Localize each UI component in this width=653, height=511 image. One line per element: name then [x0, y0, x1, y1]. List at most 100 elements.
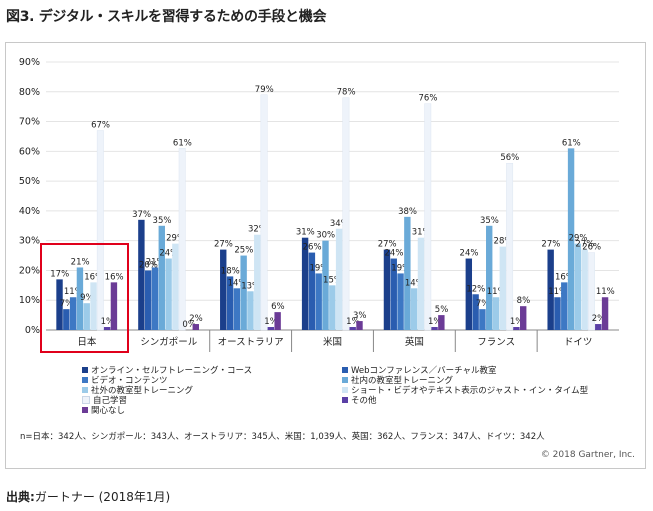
bar	[431, 327, 438, 330]
legend-label: ビデオ・コンテンツ	[91, 376, 168, 386]
y-tick-label: 50%	[19, 176, 40, 187]
data-label: 17%	[50, 269, 69, 279]
bar	[520, 306, 527, 330]
legend-item: オンライン・セルフトレーニング・コース	[82, 364, 252, 376]
legend-item: 自己学習	[82, 394, 127, 406]
data-label: 18%	[221, 266, 240, 276]
data-label: 61%	[562, 138, 581, 148]
data-label: 0%	[182, 320, 196, 330]
bar	[301, 237, 309, 330]
y-tick-label: 60%	[19, 146, 40, 157]
data-label: 67%	[91, 120, 110, 130]
data-label: 35%	[153, 216, 172, 226]
data-label: 20%	[139, 260, 158, 270]
bar	[438, 315, 445, 330]
data-label: 1%	[428, 317, 442, 327]
legend-item: 社外の教室型トレーニング	[82, 384, 193, 396]
y-tick-label: 40%	[19, 206, 40, 217]
bar	[103, 327, 111, 330]
data-label: 11%	[64, 287, 83, 297]
data-label: 24%	[385, 249, 404, 259]
bar	[349, 327, 356, 330]
data-label: 14%	[405, 278, 424, 288]
data-label: 25%	[234, 246, 253, 256]
y-tick-label: 80%	[19, 87, 40, 98]
legend-label: オンライン・セルフトレーニング・コース	[91, 366, 253, 376]
bar	[110, 282, 118, 330]
bar	[595, 324, 602, 330]
legend-item: 社内の教室型トレーニング	[342, 374, 453, 386]
bar	[138, 219, 145, 330]
x-tick-label: ドイツ	[564, 337, 593, 348]
y-tick-label: 20%	[19, 265, 40, 276]
legend-swatch	[342, 397, 348, 403]
data-label: 27%	[575, 240, 594, 250]
data-label: 7%	[60, 299, 74, 309]
legend-item: 関心なし	[82, 404, 125, 416]
data-label: 32%	[248, 225, 267, 235]
bar	[486, 225, 493, 330]
data-label: 8%	[517, 296, 531, 306]
legend-label: 関心なし	[91, 406, 126, 416]
bar	[165, 258, 172, 330]
data-label: 76%	[419, 94, 438, 104]
bar	[233, 288, 241, 330]
legend-swatch	[82, 377, 88, 383]
data-label: 28%	[494, 237, 513, 247]
bar	[601, 297, 609, 330]
data-label: 29%	[166, 234, 185, 244]
bar	[356, 321, 363, 330]
bar	[479, 309, 486, 330]
bar	[76, 267, 84, 330]
data-label: 26%	[303, 243, 322, 253]
legend-swatch	[342, 377, 348, 383]
legend-swatch	[342, 367, 348, 373]
bar	[581, 249, 588, 330]
bar	[69, 297, 77, 330]
bar	[96, 130, 104, 331]
data-label: 79%	[255, 85, 274, 95]
bar	[424, 103, 432, 331]
bar	[567, 148, 575, 330]
bar	[151, 267, 159, 330]
data-label: 78%	[337, 88, 356, 98]
bar	[260, 94, 268, 331]
bar	[240, 255, 247, 330]
legend-label: 社外の教室型トレーニング	[91, 386, 194, 396]
bar	[390, 258, 397, 330]
data-label: 6%	[271, 302, 285, 312]
bar	[178, 148, 186, 331]
y-tick-label: 0%	[25, 325, 40, 336]
source-label: 出典:	[6, 490, 35, 504]
bar	[247, 291, 254, 330]
bar	[308, 252, 316, 330]
bar	[83, 303, 90, 330]
data-label: 27%	[378, 240, 397, 250]
data-label: 16%	[555, 272, 574, 282]
data-label: 11%	[596, 287, 615, 297]
bar	[158, 225, 165, 330]
y-tick-label: 10%	[19, 295, 40, 306]
bar	[56, 279, 63, 330]
bar	[220, 249, 227, 330]
copyright: © 2018 Gartner, Inc.	[540, 450, 635, 460]
data-label: 56%	[500, 153, 519, 163]
data-label: 31%	[296, 228, 315, 238]
bar	[513, 327, 520, 330]
data-label: 7%	[476, 299, 490, 309]
legend-label: その他	[351, 396, 377, 406]
data-label: 35%	[480, 216, 499, 226]
bar	[342, 97, 350, 331]
bar	[554, 297, 561, 330]
data-label: 61%	[173, 138, 192, 148]
bar	[574, 243, 582, 330]
bar	[192, 324, 199, 330]
data-label: 19%	[309, 263, 328, 273]
bar	[404, 216, 411, 330]
x-tick-label: シンガポール	[140, 337, 198, 348]
legend-item: Webコンファレンス／バーチャル教室	[342, 364, 497, 376]
data-label: 13%	[241, 281, 260, 291]
data-label: 9%	[80, 293, 94, 303]
data-label: 5%	[435, 305, 449, 315]
data-label: 21%	[71, 257, 90, 267]
